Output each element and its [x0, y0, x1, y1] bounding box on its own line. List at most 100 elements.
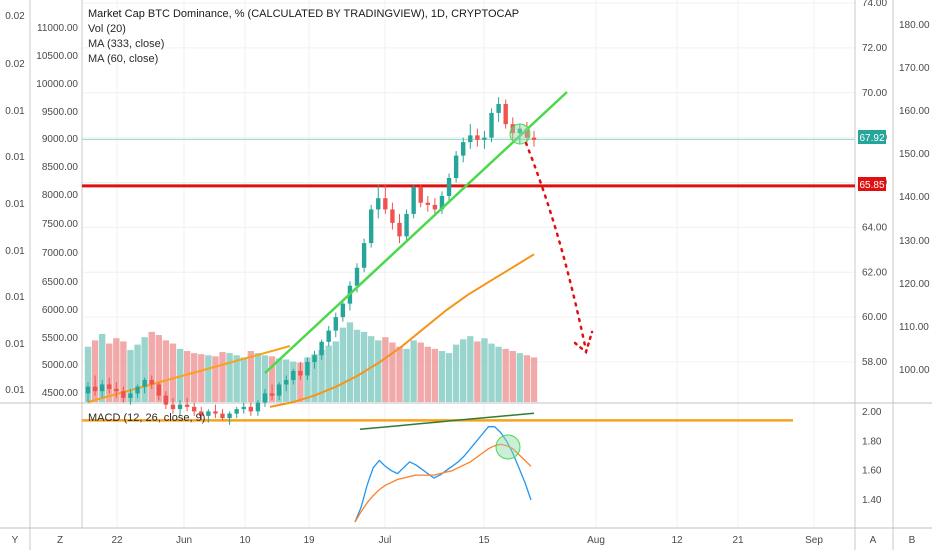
time-tick-label: 21 [732, 535, 744, 546]
volume-bar [318, 349, 325, 402]
volume-bar [205, 355, 212, 402]
volume-bar [452, 344, 460, 402]
time-tick-label: Sep [805, 535, 823, 546]
candle-body [177, 404, 183, 410]
volume-bar [389, 342, 396, 402]
candle-body [241, 406, 246, 410]
time-tick-label: Jun [176, 535, 192, 546]
volume-bar [474, 341, 481, 402]
level-value-tag [858, 177, 886, 191]
candle-body [284, 379, 289, 385]
candle-body [517, 128, 523, 134]
corner-b[interactable]: B [909, 535, 916, 546]
candle-body [184, 404, 190, 407]
volume-bars [84, 322, 538, 402]
volume-bar [113, 338, 120, 402]
volume-bar [403, 348, 410, 402]
left-price-tick-label: 8000.00 [42, 190, 79, 201]
candle-body [510, 124, 515, 134]
volume-bar [382, 337, 389, 402]
left-price-tick-label: 9500.00 [42, 107, 79, 118]
right-tick-label: 72.00 [862, 43, 887, 54]
left-small-tick-label: 0.01 [5, 385, 25, 396]
candle-body [213, 411, 218, 414]
candle-body [227, 413, 232, 419]
projection-dotted-arrow[interactable] [524, 141, 588, 352]
volume-bar [530, 357, 538, 402]
time-tick-label: 19 [303, 535, 315, 546]
candle-body [220, 413, 225, 419]
left-small-tick-label: 0.02 [5, 11, 25, 22]
ma333-legend[interactable]: MA (333, close) [88, 38, 164, 50]
volume-bar [488, 343, 495, 402]
volume-bar [502, 348, 509, 402]
volume-bar [275, 358, 283, 402]
left-price-tick-label: 11000.00 [37, 23, 78, 34]
volume-bar [169, 343, 177, 402]
green-trend-line[interactable] [264, 91, 568, 374]
candle-body [461, 142, 466, 156]
volume-bar [134, 344, 141, 402]
corner-y[interactable]: Y [12, 535, 19, 546]
volume-bar [360, 331, 368, 402]
ma60-legend[interactable]: MA (60, close) [88, 53, 158, 65]
volume-bar [346, 322, 354, 402]
candle-body [340, 303, 346, 318]
volume-bar [261, 355, 269, 402]
left-price-tick-label: 8500.00 [42, 162, 79, 173]
candle-body [376, 198, 381, 210]
left-price-axis: 11000.00 10500.00 10000.00 9500.00 9000.00 85… [36, 23, 78, 399]
candle-body [326, 330, 331, 342]
volume-bar [417, 342, 424, 402]
volume-bar [325, 345, 332, 402]
candle-body [114, 388, 119, 392]
right-macd-axis: 2.00 1.80 1.60 1.40 [862, 407, 882, 506]
vol-legend[interactable]: Vol (20) [88, 23, 126, 35]
macd-tick-label: 2.00 [862, 407, 882, 418]
volume-bar [198, 354, 205, 402]
volume-bar [176, 348, 184, 402]
outer-tick-label: 100.00 [899, 365, 930, 376]
volume-bar [127, 349, 134, 402]
volume-bar [240, 357, 247, 402]
candle-body [312, 355, 317, 362]
volume-bar [445, 353, 453, 402]
volume-bar [509, 351, 516, 402]
macd-legend[interactable]: MACD (12, 26, close, 9) [88, 412, 205, 424]
time-tick-label: 22 [111, 535, 123, 546]
left-price-tick-label: 10000.00 [36, 79, 78, 90]
corner-a[interactable]: A [870, 535, 877, 546]
macd-tick-label: 1.60 [862, 466, 882, 477]
candle-body [397, 222, 402, 237]
candle-body [383, 198, 388, 210]
volume-bar [91, 340, 99, 402]
candle-body [531, 137, 537, 140]
candle-body [92, 386, 98, 392]
volume-bar [183, 351, 191, 402]
volume-bar [367, 336, 375, 402]
volume-bar [332, 341, 339, 402]
volume-bar [141, 337, 148, 402]
highlight-circle[interactable] [509, 123, 531, 145]
candle-body [453, 155, 459, 179]
outer-tick-label: 150.00 [899, 149, 930, 160]
left-small-tick-label: 0.01 [5, 292, 25, 303]
candle-body [368, 209, 374, 244]
left-price-tick-label: 5000.00 [42, 360, 79, 371]
candle-body [354, 267, 360, 286]
candle-body [248, 406, 254, 412]
right-tick-label: 60.00 [862, 312, 887, 323]
candle-body [425, 202, 431, 205]
volume-bar [410, 340, 417, 402]
chart-title: Market Cap BTC Dominance, % (CALCULATED … [88, 8, 519, 20]
volume-bar [191, 353, 198, 402]
right-tick-label: 58.00 [862, 357, 887, 368]
outer-tick-label: 120.00 [899, 279, 930, 290]
macd-highlight-circle[interactable] [495, 434, 521, 460]
candle-body [149, 379, 154, 385]
candle-body [411, 186, 416, 214]
corner-z[interactable]: Z [57, 535, 63, 546]
right-tick-label: 64.00 [862, 222, 887, 233]
left-price-tick-label: 4500.00 [42, 388, 79, 399]
volume-bar [438, 351, 446, 402]
